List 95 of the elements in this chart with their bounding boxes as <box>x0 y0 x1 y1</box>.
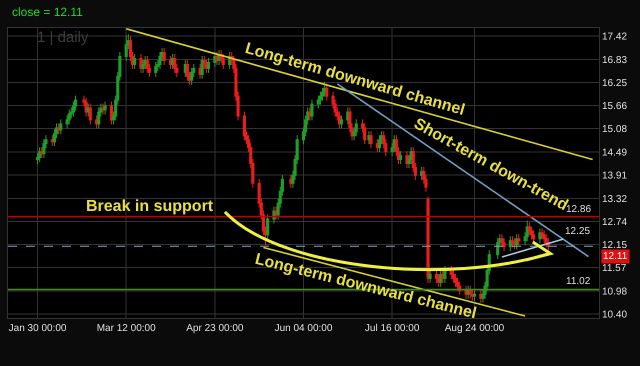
candlestick <box>439 270 442 287</box>
candlestick <box>428 270 432 283</box>
y-tick-label: 16.83 <box>602 54 628 66</box>
candlestick <box>144 56 147 69</box>
candlestick <box>517 234 520 246</box>
candlestick <box>57 123 60 134</box>
candlestick <box>162 48 166 65</box>
candlestick <box>190 68 194 85</box>
ref-line-label: 12.86 <box>566 204 592 215</box>
candlestick <box>530 226 534 240</box>
candlestick <box>86 104 90 116</box>
candlestick <box>38 147 42 162</box>
annotation: 1 | daily <box>37 29 89 46</box>
candlestick <box>500 234 504 248</box>
y-tick-label: 12.15 <box>602 240 628 252</box>
candlestick <box>340 115 344 128</box>
candlestick <box>392 135 396 152</box>
candlestick <box>68 110 71 124</box>
candlestick <box>479 290 482 303</box>
candlestick <box>532 230 536 244</box>
candlestick <box>369 131 373 148</box>
y-tick-label: 16.25 <box>602 78 628 89</box>
annotation: 12.25 <box>565 226 590 237</box>
candlestick <box>88 104 92 124</box>
candlestick <box>97 108 100 128</box>
candlestick <box>104 102 107 114</box>
candlestick <box>50 135 54 146</box>
x-tick-label: Jul 16 00:00 <box>364 323 420 334</box>
ref-line-label: 11.02 <box>566 276 591 287</box>
y-tick-label: 11.57 <box>602 263 627 274</box>
y-tick-label: 13.91 <box>602 170 628 182</box>
candlestick <box>454 274 458 287</box>
candlestick <box>40 147 44 158</box>
candlestick <box>158 52 162 69</box>
candlestick <box>538 228 542 244</box>
candlestick <box>378 135 382 152</box>
candlestick <box>42 139 46 158</box>
candlestick <box>363 123 366 144</box>
candlestick <box>450 266 453 279</box>
candlestick <box>110 102 113 124</box>
candlestick <box>510 236 514 248</box>
candlestick <box>354 119 358 136</box>
candlestick <box>544 234 548 248</box>
y-tick-label: 10.98 <box>602 286 628 298</box>
y-tick-label: 12.74 <box>602 216 628 228</box>
candlestick <box>124 35 128 61</box>
x-tick-label: Aug 24 00:00 <box>444 323 505 334</box>
y-tick-label: 13.32 <box>602 194 628 205</box>
candlestick <box>542 230 546 244</box>
candlestick <box>200 56 204 79</box>
y-tick-label: 15.66 <box>602 101 628 112</box>
annotation: Break in support <box>86 198 214 215</box>
x-tick-label: Jan 30 00:00 <box>8 323 67 334</box>
x-tick-label: Mar 12 00:00 <box>96 323 156 334</box>
candlestick <box>420 166 424 180</box>
candlestick <box>405 151 408 168</box>
x-tick-label: Apr 23 00:00 <box>186 323 244 334</box>
y-tick-label: 14.49 <box>602 148 628 158</box>
y-tick-label: 15.08 <box>602 124 628 136</box>
y-tick-label: 10.40 <box>602 310 628 321</box>
candlestick <box>84 98 88 116</box>
candlestick <box>173 54 176 73</box>
candlestick <box>310 100 314 120</box>
candlestick <box>133 54 136 69</box>
candlestick <box>496 238 500 260</box>
candlestick <box>540 228 544 240</box>
candlestick <box>146 56 149 73</box>
candlestick <box>456 278 460 291</box>
candlestick <box>184 60 187 77</box>
candlestick <box>452 270 455 283</box>
candlestick <box>202 56 206 69</box>
candlestick <box>186 60 189 81</box>
x-tick-label: Jun 04 00:00 <box>274 323 333 334</box>
candlestick <box>101 104 105 114</box>
ref-line-label: 12.11 <box>603 251 628 262</box>
candlestick <box>142 60 145 73</box>
candlestick <box>316 96 320 109</box>
candlestick <box>59 119 62 134</box>
candlestick <box>338 111 341 128</box>
candlestick <box>508 236 512 252</box>
candlestick <box>318 92 322 105</box>
candlestick <box>434 270 438 283</box>
candlestick <box>139 54 143 73</box>
text: close = 12.11 <box>12 5 84 19</box>
candlestick <box>399 151 402 164</box>
candlestick <box>242 111 246 140</box>
candlestick <box>528 222 531 236</box>
y-tick-label: 17.42 <box>602 31 628 42</box>
candlestick <box>526 220 529 242</box>
candlestick <box>502 238 506 252</box>
candlestick <box>222 54 225 69</box>
candlestick <box>266 214 270 240</box>
candlestick <box>443 266 446 283</box>
candlestick <box>154 62 158 77</box>
candlestick <box>206 58 210 73</box>
